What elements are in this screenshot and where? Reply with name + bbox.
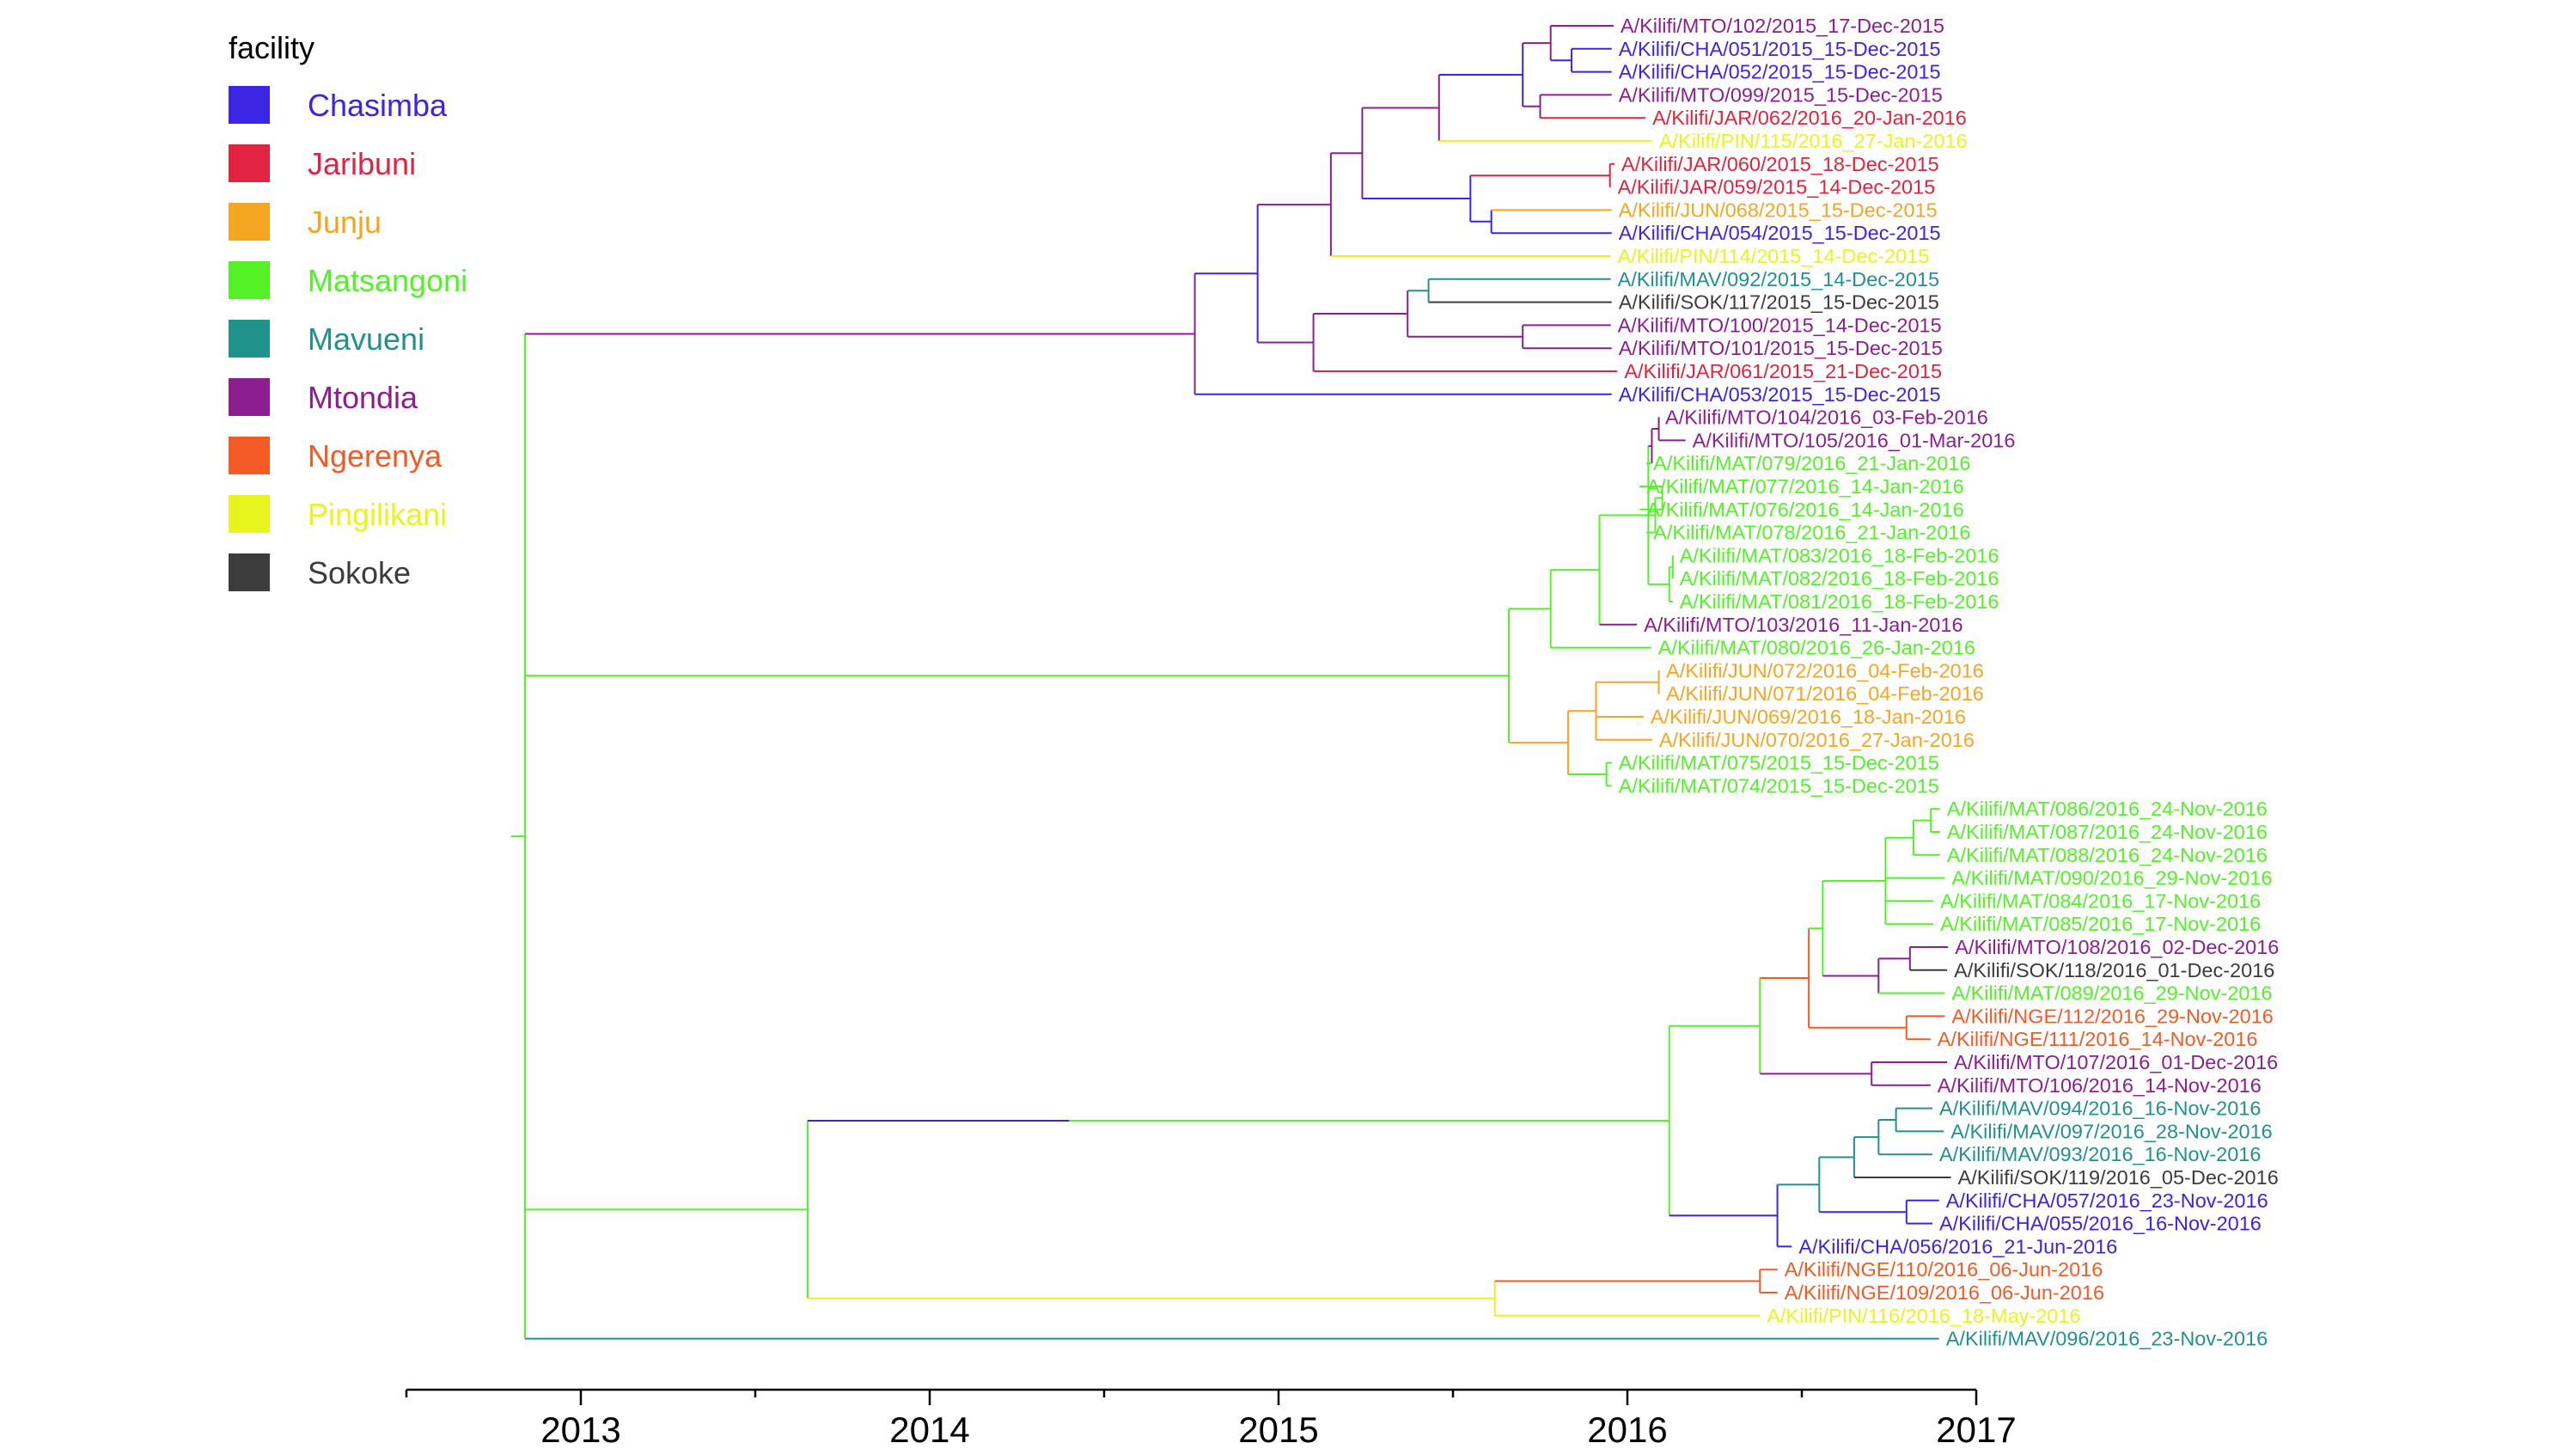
axis-tick-label: 2013 — [540, 1409, 620, 1449]
legend-swatch — [229, 144, 270, 182]
tip-label: A/Kilifi/SOK/118/2016_01-Dec-2016 — [1954, 959, 2274, 981]
legend-swatch — [229, 553, 270, 591]
tip-labels: A/Kilifi/MTO/102/2015_17-Dec-2015A/Kilif… — [1618, 15, 2280, 1350]
tip-label: A/Kilifi/PIN/116/2016_18-May-2016 — [1767, 1305, 2080, 1327]
tip-label: A/Kilifi/JUN/069/2016_18-Jan-2016 — [1651, 706, 1966, 728]
tip-label: A/Kilifi/MAT/081/2016_18-Feb-2016 — [1680, 590, 1999, 613]
tip-label: A/Kilifi/MTO/102/2015_17-Dec-2015 — [1621, 15, 1944, 37]
tip-label: A/Kilifi/MAV/097/2016_28-Nov-2016 — [1950, 1120, 2272, 1142]
tip-label: A/Kilifi/PIN/115/2016_27-Jan-2016 — [1659, 130, 1968, 152]
tip-label: A/Kilifi/MAT/078/2016_21-Jan-2016 — [1653, 522, 1970, 544]
tip-label: A/Kilifi/JAR/060/2015_18-Dec-2015 — [1621, 153, 1939, 175]
legend-label: Mavueni — [308, 321, 424, 357]
tip-label: A/Kilifi/CHA/053/2015_15-Dec-2015 — [1619, 383, 1941, 406]
tip-label: A/Kilifi/MTO/105/2016_01-Mar-2016 — [1693, 429, 2016, 451]
tip-label: A/Kilifi/MAT/088/2016_24-Nov-2016 — [1947, 844, 2268, 866]
tip-label: A/Kilifi/MAT/082/2016_18-Feb-2016 — [1680, 567, 1999, 590]
legend-swatch — [229, 261, 270, 299]
tip-label: A/Kilifi/MAT/086/2016_24-Nov-2016 — [1947, 798, 2268, 820]
legend-swatch — [229, 203, 270, 241]
tip-label: A/Kilifi/CHA/054/2015_15-Dec-2015 — [1619, 222, 1941, 244]
tip-label: A/Kilifi/SOK/119/2016_05-Dec-2016 — [1958, 1166, 2279, 1189]
tip-label: A/Kilifi/NGE/110/2016_06-Jun-2016 — [1785, 1258, 2103, 1281]
tip-label: A/Kilifi/MTO/107/2016_01-Dec-2016 — [1954, 1051, 2278, 1073]
tip-label: A/Kilifi/CHA/052/2015_15-Dec-2015 — [1619, 61, 1941, 83]
tip-label: A/Kilifi/MAT/075/2015_15-Dec-2015 — [1619, 752, 1939, 774]
legend-swatch — [229, 437, 270, 474]
tip-label: A/Kilifi/MAT/080/2016_26-Jan-2016 — [1658, 637, 1975, 659]
tip-label: A/Kilifi/NGE/109/2016_06-Jun-2016 — [1785, 1281, 2104, 1304]
tip-label: A/Kilifi/PIN/114/2015_14-Dec-2015 — [1618, 245, 1930, 267]
tip-label: A/Kilifi/MAT/083/2016_18-Feb-2016 — [1680, 544, 1999, 566]
tip-label: A/Kilifi/JUN/071/2016_04-Feb-2016 — [1666, 682, 1984, 705]
axis-tick-label: 2016 — [1587, 1409, 1667, 1449]
legend-label: Jaribuni — [308, 146, 416, 181]
tip-label: A/Kilifi/MTO/106/2016_14-Nov-2016 — [1938, 1074, 2262, 1097]
axis-tick-label: 2017 — [1936, 1409, 2016, 1449]
legend-swatch — [229, 320, 270, 358]
tip-label: A/Kilifi/MTO/104/2016_03-Feb-2016 — [1665, 407, 1988, 429]
tip-label: A/Kilifi/CHA/055/2016_16-Nov-2016 — [1939, 1213, 2262, 1235]
legend-label: Chasimba — [308, 88, 448, 123]
legend-label: Pingilikani — [308, 497, 447, 532]
legend-swatch — [229, 378, 270, 416]
tip-label: A/Kilifi/MAV/094/2016_16-Nov-2016 — [1939, 1097, 2261, 1120]
tip-label: A/Kilifi/MTO/108/2016_02-Dec-2016 — [1955, 936, 2279, 958]
tip-label: A/Kilifi/MAT/077/2016_14-Jan-2016 — [1646, 475, 1963, 498]
tip-label: A/Kilifi/MAT/089/2016_29-Nov-2016 — [1951, 982, 2272, 1005]
tip-label: A/Kilifi/MAT/074/2015_15-Dec-2015 — [1619, 774, 1939, 797]
legend-label: Matsangoni — [308, 263, 467, 298]
tip-label: A/Kilifi/MAT/084/2016_17-Nov-2016 — [1940, 890, 2261, 912]
tip-label: A/Kilifi/NGE/111/2016_14-Nov-2016 — [1938, 1028, 2258, 1050]
legend-swatch — [229, 495, 270, 533]
legend-label: Ngerenya — [308, 438, 443, 474]
tip-label: A/Kilifi/JAR/061/2015_21-Dec-2015 — [1624, 360, 1942, 382]
tip-label: A/Kilifi/MAT/079/2016_21-Jan-2016 — [1653, 452, 1970, 474]
tip-label: A/Kilifi/MAV/092/2015_14-Dec-2015 — [1618, 268, 1939, 290]
axis-tick-label: 2015 — [1238, 1409, 1318, 1449]
time-axis: 2013 2014 2015 2016 2017 — [405, 1388, 2017, 1449]
legend-label: Sokoke — [308, 555, 411, 590]
legend-label: Mtondia — [308, 380, 418, 415]
tip-label: A/Kilifi/MTO/103/2016_11-Jan-2016 — [1644, 614, 1963, 636]
tip-label: A/Kilifi/MAT/085/2016_17-Nov-2016 — [1940, 913, 2261, 935]
tip-label: A/Kilifi/MTO/101/2015_15-Dec-2015 — [1619, 337, 1943, 359]
tip-label: A/Kilifi/JAR/059/2015_14-Dec-2015 — [1618, 176, 1936, 199]
tip-label: A/Kilifi/MAT/076/2016_14-Jan-2016 — [1646, 498, 1963, 521]
tip-label: A/Kilifi/JUN/072/2016_04-Feb-2016 — [1666, 659, 1984, 682]
tree-branches — [511, 25, 1951, 1340]
tip-label: A/Kilifi/CHA/057/2016_23-Nov-2016 — [1946, 1189, 2268, 1212]
legend-label: Junju — [308, 205, 382, 240]
tip-label: A/Kilifi/JUN/068/2015_15-Dec-2015 — [1619, 199, 1938, 221]
tip-label: A/Kilifi/JAR/062/2016_20-Jan-2016 — [1652, 107, 1967, 129]
legend-swatch — [229, 86, 270, 124]
tip-label: A/Kilifi/MTO/099/2015_15-Dec-2015 — [1619, 83, 1943, 106]
legend-title: facility — [229, 30, 314, 65]
tip-label: A/Kilifi/JUN/070/2016_27-Jan-2016 — [1659, 729, 1975, 751]
tip-label: A/Kilifi/MAV/096/2016_23-Nov-2016 — [1946, 1328, 2268, 1350]
legend: facility Chasimba Jaribuni Junju Matsangoni… — [229, 30, 467, 591]
tip-label: A/Kilifi/CHA/056/2016_21-Jun-2016 — [1798, 1235, 2117, 1257]
axis-tick-label: 2014 — [889, 1409, 969, 1449]
tip-label: A/Kilifi/CHA/051/2015_15-Dec-2015 — [1619, 38, 1941, 60]
tip-label: A/Kilifi/MAT/090/2016_29-Nov-2016 — [1951, 867, 2272, 890]
tip-label: A/Kilifi/MAT/087/2016_24-Nov-2016 — [1947, 821, 2268, 843]
tip-label: A/Kilifi/MTO/100/2015_14-Dec-2015 — [1618, 314, 1942, 336]
tip-label: A/Kilifi/MAV/093/2016_16-Nov-2016 — [1939, 1143, 2261, 1165]
tip-label: A/Kilifi/NGE/112/2016_29-Nov-2016 — [1951, 1005, 2273, 1027]
tip-label: A/Kilifi/SOK/117/2015_15-Dec-2015 — [1619, 291, 1939, 314]
